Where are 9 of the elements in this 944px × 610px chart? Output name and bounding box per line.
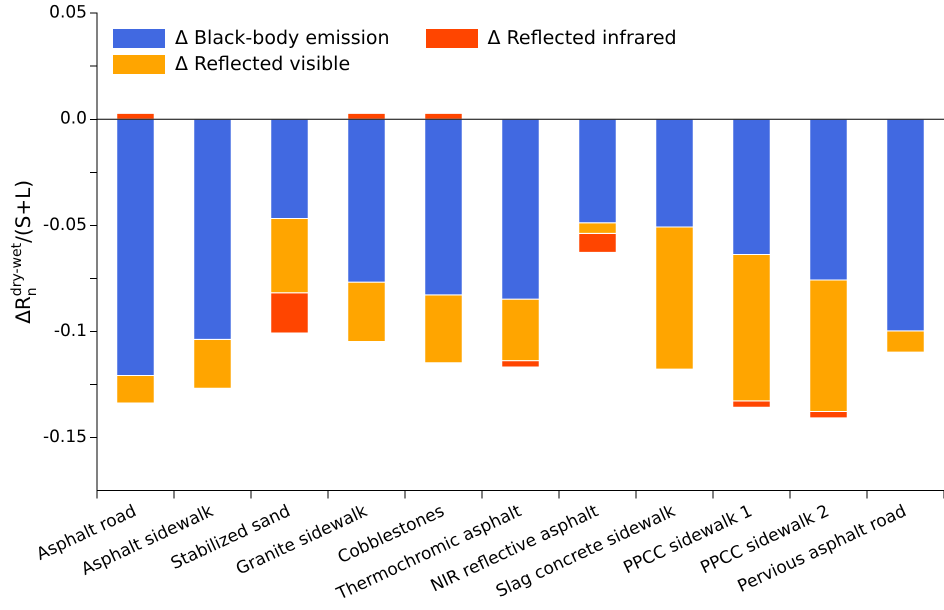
y-tick-label: -0.15 xyxy=(42,426,87,447)
y-tick-label: -0.1 xyxy=(54,320,87,341)
y-axis-title: ΔRndry-wet/(S+L) xyxy=(9,180,40,324)
legend-label: Δ Reflected visible xyxy=(174,53,350,76)
y-tick-label: 0.05 xyxy=(49,2,87,23)
legend-label: Δ Reflected infrared xyxy=(488,27,677,50)
y-tick-label: 0.0 xyxy=(60,108,87,129)
legend-label: Δ Black-body emission xyxy=(174,27,390,50)
y-tick-label: -0.05 xyxy=(42,214,87,235)
